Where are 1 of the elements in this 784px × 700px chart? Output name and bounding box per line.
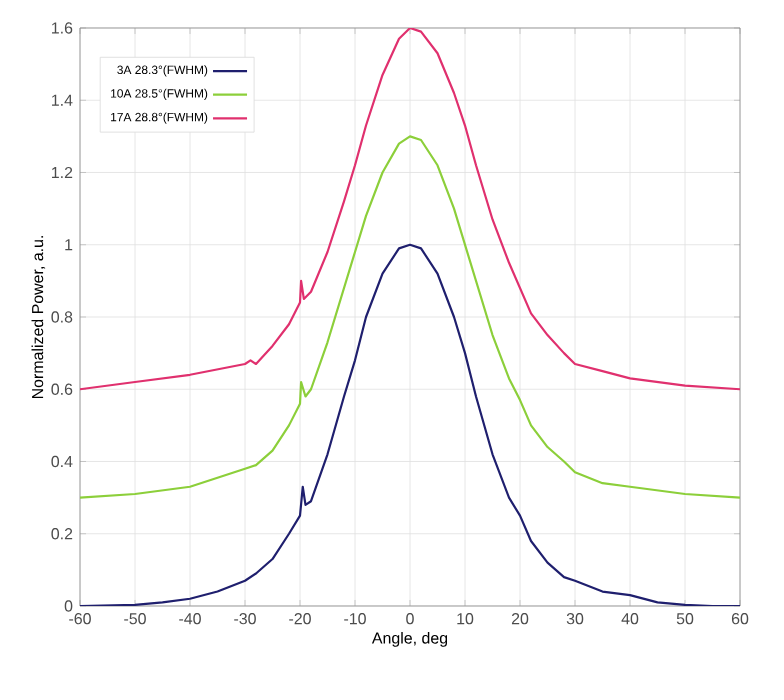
line-series (80, 243, 741, 606)
